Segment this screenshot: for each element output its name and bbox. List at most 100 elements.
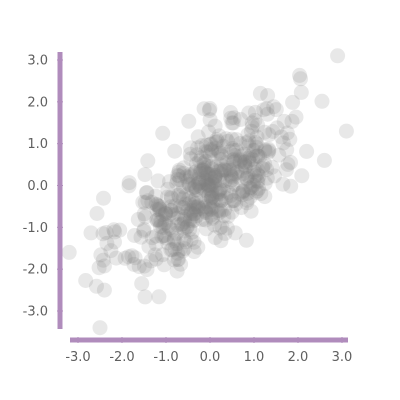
scatter-point [203,202,219,218]
scatter-point [215,183,231,199]
scatter-point [134,276,150,292]
scatter-point [140,153,156,169]
scatter-point [186,206,202,222]
scatter-point [214,219,230,235]
scatter-point [191,171,207,186]
scatter-point [107,224,123,240]
scatter-point [194,211,210,227]
scatter-point [192,166,208,182]
scatter-point [164,190,179,206]
scatter-point [226,154,242,170]
scatter-point [208,134,224,150]
scatter-point [212,172,228,188]
scatter-point [338,123,354,139]
scatter-point [188,182,204,198]
scatter-point [260,106,275,122]
scatter-point [202,177,218,193]
scatter-point [227,225,243,241]
scatter-point [212,186,228,202]
scatter-point [83,225,99,241]
scatter-point [217,173,233,189]
scatter-point [121,178,137,194]
scatter-point [257,156,273,172]
scatter-point [220,133,236,149]
scatter-point [164,222,180,238]
scatter-point [261,143,277,159]
scatter-point [292,67,308,83]
scatter-point [182,167,198,183]
scatter-point [276,113,292,129]
scatter-point [185,213,201,229]
scatter-point [226,143,242,158]
scatter-point [193,163,209,179]
scatter-point [201,124,217,140]
scatter-point [213,203,229,219]
scatter-point [211,128,227,144]
scatter-point [237,157,253,173]
scatter-point [167,241,183,257]
scatter-point [172,172,188,188]
scatter-point [173,256,189,272]
scatter-point [227,166,243,182]
scatter-point [228,132,244,148]
scatter-point [223,105,239,120]
scatter-point [224,204,240,220]
scatter-point [242,155,258,171]
scatter-point [223,167,239,182]
scatter-point [207,169,223,185]
scatter-point [234,163,250,179]
scatter-point [213,151,229,167]
scatter-point [162,174,177,190]
scatter-point [293,71,308,87]
scatter-point [141,239,157,255]
scatter-point [193,150,209,166]
scatter-point [204,182,219,198]
x-tick-label: -2.0 [109,350,134,365]
scatter-point [156,228,172,244]
scatter-point [257,124,273,140]
scatter-point [160,235,176,251]
scatter-point [172,242,188,258]
scatter-point [140,193,156,209]
scatter-point [184,193,200,209]
scatter-point [130,212,146,227]
scatter-point [177,208,193,224]
scatter-point [160,189,175,205]
scatter-point [188,164,204,180]
scatter-point [223,168,239,184]
scatter-point [228,196,244,212]
scatter-point [152,199,168,215]
y-tick-label: 0.0 [27,179,48,194]
scatter-point [213,193,229,209]
scatter-point [255,158,271,174]
scatter-point [212,192,227,208]
scatter-point [247,104,263,120]
scatter-point [201,102,217,118]
scatter-point [184,224,200,240]
scatter-point [96,190,111,206]
scatter-point [203,158,219,174]
scatter-point [171,187,186,203]
scatter-point [186,234,202,250]
scatter-point [242,180,258,196]
scatter-point [177,241,192,257]
scatter-point [175,243,191,259]
scatter-point [151,198,166,214]
scatter-point [220,208,236,224]
scatter-point [214,192,230,208]
scatter-point [238,232,254,248]
scatter-point [200,172,216,188]
scatter-point [203,207,219,223]
scatter-point [166,231,182,247]
scatter-point [213,162,229,178]
scatter-point [250,117,266,133]
scatter-point [170,206,186,222]
scatter-point [155,220,171,236]
scatter-point [246,142,262,158]
scatter-point [196,155,212,171]
scatter-point [112,222,128,238]
scatter-point [106,222,122,238]
scatter-point [204,174,219,190]
scatter-point [257,143,273,159]
scatter-point [167,143,183,159]
